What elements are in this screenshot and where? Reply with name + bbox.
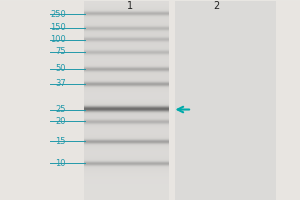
Text: 50: 50 [56,64,66,73]
Text: 75: 75 [56,47,66,56]
Text: 100: 100 [50,35,66,44]
Text: 1: 1 [128,1,134,11]
Text: 37: 37 [55,79,66,88]
Text: 25: 25 [56,105,66,114]
Text: 150: 150 [50,23,66,32]
Text: 10: 10 [56,159,66,168]
Text: 20: 20 [56,117,66,126]
Text: 15: 15 [56,137,66,146]
Text: 2: 2 [213,1,219,11]
Text: 250: 250 [50,10,66,19]
